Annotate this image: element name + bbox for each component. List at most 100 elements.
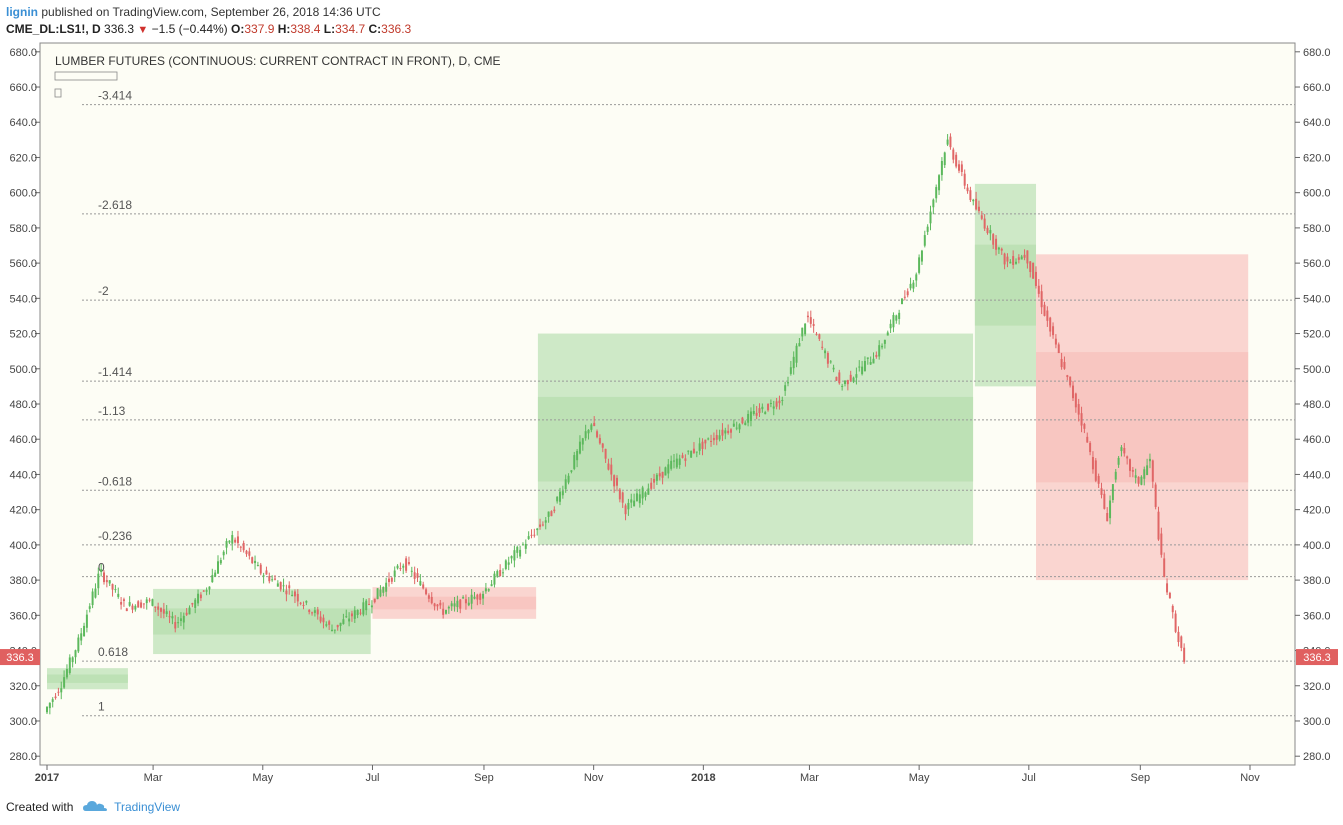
candle-body-89: [299, 602, 302, 604]
candle-body-6: [63, 677, 66, 688]
candle-169: [527, 531, 530, 540]
candle-357: [1063, 356, 1066, 370]
candle-body-221: [675, 458, 678, 468]
candle-150: [473, 591, 476, 600]
candle-298: [895, 314, 898, 324]
candle-body-57: [208, 586, 211, 590]
candle-body-233: [710, 440, 713, 442]
candle-346: [1032, 262, 1035, 280]
candle-394: [1168, 591, 1171, 599]
candle-body-353: [1052, 326, 1055, 336]
candle-body-124: [399, 568, 402, 570]
candle-body-339: [1012, 256, 1015, 265]
candle-body-189: [584, 431, 587, 439]
candle-23: [111, 583, 114, 597]
candle-body-10: [74, 650, 77, 658]
candle-body-9: [71, 657, 74, 663]
candle-body-369: [1097, 476, 1100, 484]
candle-body-274: [826, 353, 829, 364]
candle-body-367: [1091, 457, 1094, 470]
candle-177: [550, 510, 553, 517]
candle-body-381: [1131, 470, 1134, 472]
candle-body-315: [943, 152, 946, 166]
candle-body-138: [439, 602, 442, 606]
x-axis[interactable]: 2017 Mar May Jul Sep Nov 2018 Mar May Jul Sep Nov: [35, 765, 1261, 784]
candle-71: [248, 547, 251, 560]
candle-283: [852, 376, 855, 384]
candle-57: [208, 586, 211, 595]
candle-body-380: [1129, 459, 1131, 471]
cloud-core-3: [537, 396, 974, 482]
candle-body-279: [841, 385, 844, 387]
candle-36: [148, 597, 151, 603]
candle-274: [826, 351, 829, 368]
candle-body-251: [761, 406, 764, 410]
candle-392: [1163, 552, 1166, 578]
candle-200: [616, 475, 618, 492]
candle-body-109: [356, 609, 359, 615]
candle-body-14: [85, 614, 88, 628]
y-label-left-10: 480.0: [9, 399, 37, 411]
candle-288: [866, 357, 869, 365]
candle-body-72: [251, 557, 254, 564]
y-axis-right[interactable]: 680.0 660.0 640.0 620.0 600.0 580.0 560.0 540.0…: [1295, 47, 1331, 763]
candle-62: [222, 550, 225, 560]
candle-369: [1097, 473, 1100, 488]
candle-body-26: [120, 601, 123, 605]
candle-body-197: [607, 463, 610, 470]
publisher-line: lignin published on TradingView.com, Sep…: [6, 4, 381, 20]
candle-80: [274, 575, 276, 581]
candle-body-28: [125, 608, 128, 612]
candle-340: [1015, 258, 1017, 265]
candle-259: [784, 381, 787, 396]
candle-body-396: [1174, 613, 1177, 632]
candle-161: [504, 559, 507, 571]
candle-body-157: [493, 573, 496, 585]
candle-body-176: [547, 511, 550, 517]
candle-189: [584, 424, 587, 441]
candle-body-387: [1148, 458, 1151, 462]
candle-body-34: [142, 603, 145, 605]
indicator-legend-icon[interactable]: [54, 71, 118, 98]
y-label-left-18: 320.0: [9, 681, 37, 693]
candle-body-254: [769, 402, 772, 404]
candle-body-140: [445, 609, 447, 614]
candle-body-190: [587, 429, 590, 434]
candle-50: [188, 605, 191, 615]
candle-53: [197, 589, 200, 607]
candle-body-153: [482, 593, 485, 599]
candle-body-244: [741, 417, 744, 424]
candle-244: [741, 416, 744, 425]
candle-body-169: [527, 536, 530, 539]
x-label-3: Jul: [365, 772, 379, 784]
candle-body-146: [462, 597, 465, 599]
candle-body-143: [453, 603, 456, 607]
candle-body-50: [188, 607, 191, 615]
x-label-5: Nov: [584, 772, 604, 784]
candle-body-372: [1106, 513, 1109, 522]
candle-body-218: [667, 464, 670, 474]
y-label-right-19: 300.0: [1303, 716, 1331, 728]
candle-body-343: [1023, 254, 1026, 258]
candle-293: [881, 343, 884, 350]
candle-body-196: [604, 448, 607, 459]
tradingview-brand-link[interactable]: TradingView: [114, 800, 181, 815]
candle-body-137: [436, 604, 439, 607]
candle-body-112: [365, 600, 368, 611]
publisher-username[interactable]: lignin: [6, 5, 38, 19]
candle-28: [125, 607, 128, 612]
down-arrow-icon: ▼: [137, 24, 149, 36]
tradingview-cloud-icon[interactable]: [82, 799, 107, 817]
candle-body-2: [51, 699, 54, 702]
y-label-right-4: 600.0: [1303, 188, 1331, 200]
candle-body-392: [1163, 558, 1166, 577]
candle-172: [536, 527, 539, 536]
price-chart[interactable]: -3.414-2.618-2-1.414-1.13-0.618-0.23600.…: [0, 42, 1343, 792]
candle-179: [556, 496, 559, 504]
candle-78: [268, 572, 271, 584]
y-axis-left[interactable]: 680.0 660.0 640.0 620.0 600.0 580.0 560.0 540.0…: [9, 47, 40, 763]
candle-34: [142, 603, 145, 609]
candle-body-7: [65, 669, 68, 678]
candle-44: [171, 611, 174, 625]
candle-body-158: [496, 571, 499, 577]
